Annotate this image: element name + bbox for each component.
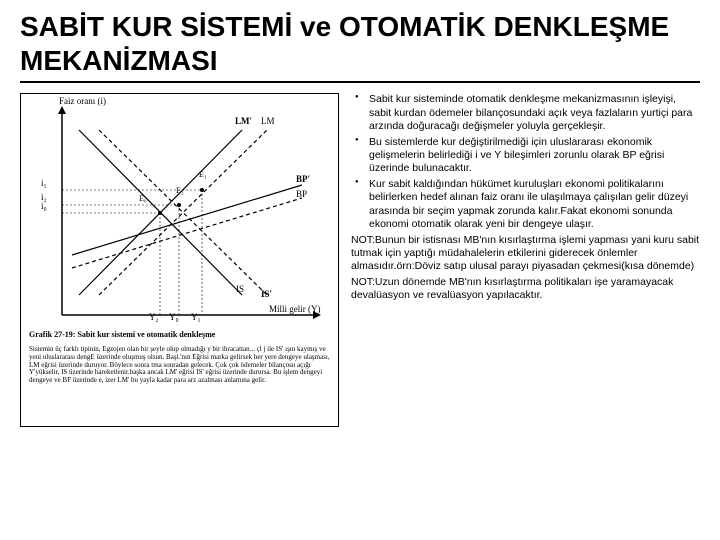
bp-label: BP (296, 189, 307, 199)
bullet-item: Bu sistemlerde kur değiştirilmediği için… (369, 136, 700, 176)
i1-tick: i₁ (41, 178, 47, 188)
title-underline (20, 81, 700, 83)
chart-caption: Grafik 27-19: Sabit kur sistemi ve otoma… (29, 330, 215, 339)
e2-label: E₂ (176, 186, 184, 195)
y0-tick: Y₀ (169, 312, 179, 322)
note-text: NOT:Uzun dönemde MB'nın kısırlaştırma po… (351, 276, 700, 303)
lm-label: LM (261, 116, 275, 126)
chart-footnote: Sistemin üç farklı tipinin, Egzojen olan… (29, 346, 330, 384)
y2-tick: Y₂ (149, 312, 159, 322)
e1-label: E₁ (199, 170, 207, 179)
y-axis-label: Faiz oranı (i) (59, 96, 106, 106)
note-text: NOT:Bunun bir istisnası MB'nın kısırlaşt… (351, 234, 700, 274)
lm-prime-label: LM' (235, 116, 252, 126)
y1-tick: Y₁ (191, 312, 201, 322)
is-label: IS (236, 284, 244, 294)
bullet-list: Sabit kur sisteminde otomatik denkleşme … (351, 93, 700, 231)
bullet-item: Kur sabit kaldığından hükümet kuruluşlar… (369, 178, 700, 232)
text-column: Sabit kur sisteminde otomatik denkleşme … (351, 93, 700, 427)
page-title: SABİT KUR SİSTEMİ ve OTOMATİK DENKLEŞME … (0, 0, 720, 81)
content-row: Faiz oranı (i) Milli gelir (Y) LM' LM BP… (0, 91, 720, 427)
e0-label: E₀ (139, 194, 147, 203)
i2-tick: i₂ (41, 192, 47, 202)
x-axis-label: Milli gelir (Y) (269, 304, 321, 314)
is-prime-label: IS' (261, 289, 272, 299)
bp-prime-label: BP' (296, 174, 310, 184)
bullet-item: Sabit kur sisteminde otomatik denkleşme … (369, 93, 700, 133)
i0-tick: i₀ (41, 201, 47, 211)
islm-chart (27, 100, 332, 365)
chart-container: Faiz oranı (i) Milli gelir (Y) LM' LM BP… (20, 93, 339, 427)
